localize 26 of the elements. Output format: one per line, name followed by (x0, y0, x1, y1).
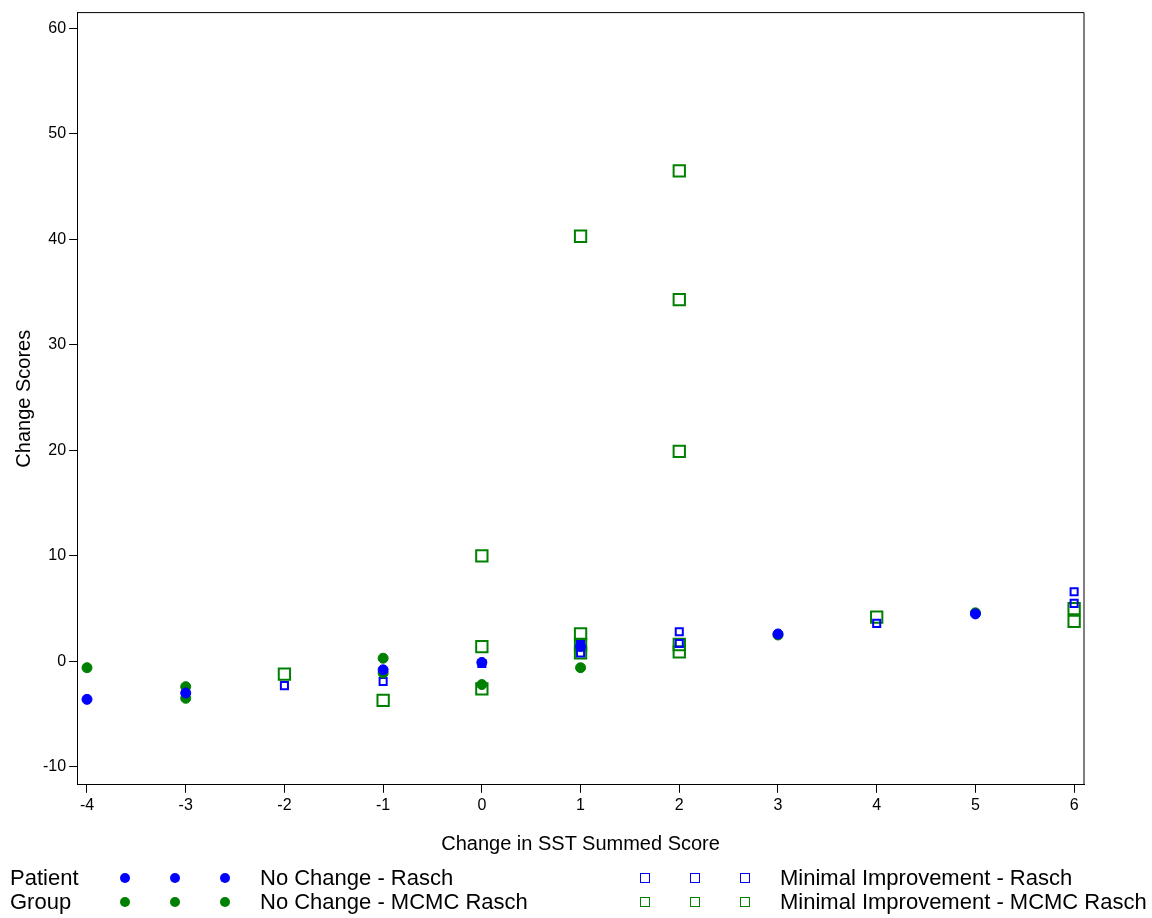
x-tick-label: 0 (477, 795, 487, 813)
y-tick-label: 0 (57, 651, 67, 669)
x-tick-label: 6 (1069, 795, 1079, 813)
x-tick-label: -1 (376, 795, 391, 813)
y-tick-label: 10 (48, 546, 67, 564)
legend-label: No Change - MCMC Rasch (260, 889, 528, 914)
x-tick-label: -2 (277, 795, 292, 813)
y-tick-label: 50 (48, 124, 67, 142)
x-axis-title: Change in SST Summed Score (441, 831, 720, 854)
x-tick-label: 5 (970, 795, 980, 813)
x-tick-label: 1 (576, 795, 586, 813)
y-tick-label: 20 (48, 440, 67, 458)
x-tick-label: 3 (773, 795, 783, 813)
x-tick-label: -4 (79, 795, 95, 813)
y-axis-title: Change Scores (11, 329, 34, 468)
legend-title: Patient Group (10, 865, 80, 914)
legend-label: No Change - Rasch (260, 865, 454, 890)
y-tick-label: 30 (48, 335, 67, 353)
x-tick-label: 4 (872, 795, 882, 813)
y-tick-label: 60 (48, 18, 67, 36)
legend-label: Minimal Improvement - MCMC Rasch (780, 889, 1147, 914)
x-tick-label: 2 (674, 795, 684, 813)
y-tick-label: -10 (43, 757, 67, 775)
legend-label: Minimal Improvement - Rasch (780, 865, 1073, 890)
x-tick-label: -3 (178, 795, 193, 813)
y-tick-label: 40 (48, 229, 67, 247)
